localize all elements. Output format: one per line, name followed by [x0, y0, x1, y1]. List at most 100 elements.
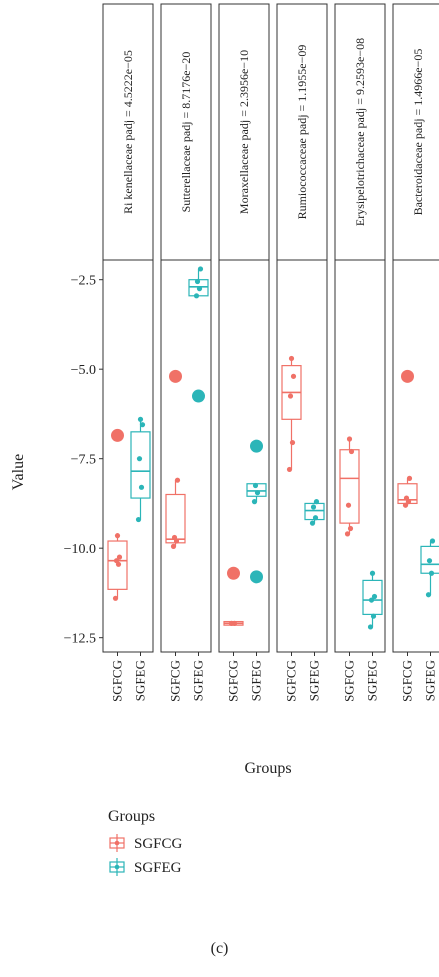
data-point — [174, 477, 181, 483]
figure-caption: (c) — [210, 940, 229, 957]
data-point — [369, 570, 376, 576]
data-point — [170, 543, 177, 549]
data-point — [231, 620, 238, 626]
y-tick-label: −2.5 — [71, 274, 96, 289]
data-point — [254, 490, 261, 496]
data-point — [288, 355, 295, 362]
x-tick-label: SGFEG — [191, 660, 206, 701]
x-tick-label: SGFEG — [307, 660, 322, 701]
data-point — [136, 456, 143, 462]
data-point — [310, 504, 317, 510]
panel-frame — [334, 259, 386, 653]
y-axis-label: Value — [10, 454, 27, 490]
data-point — [114, 533, 121, 539]
box-iqr — [130, 431, 151, 499]
panel-title: Ri kenellaceae padj = 4.5222e−05 — [121, 50, 135, 214]
data-point — [194, 278, 201, 285]
data-point — [403, 495, 410, 501]
data-point — [345, 502, 352, 508]
legend-label: SGFCG — [134, 836, 183, 852]
data-point — [286, 466, 293, 473]
outlier-point — [250, 439, 263, 453]
data-point — [402, 502, 409, 508]
box-sgfeg: SGFEG — [362, 570, 383, 701]
box-sgfcg: SGFCG — [107, 428, 128, 702]
panel-strip — [160, 3, 212, 261]
data-point — [112, 595, 119, 601]
box-sgfcg: SGFCG — [281, 355, 302, 702]
data-point — [371, 593, 378, 600]
panel-frame — [102, 259, 154, 653]
data-point — [406, 475, 413, 481]
x-tick-label: SGFCG — [226, 660, 241, 702]
data-point — [367, 624, 374, 630]
data-point — [368, 597, 375, 603]
y-tick-label: −7.5 — [71, 453, 96, 468]
data-point — [346, 436, 353, 442]
panel: Sutterellaceae padj = 8.7176e−20 SGFCG SGF… — [160, 3, 212, 702]
data-point — [193, 293, 200, 299]
panel-title: Bacteroidaceae padj = 1.4966e−05 — [411, 49, 425, 216]
data-point — [138, 484, 145, 490]
y-tick-label: −12.5 — [64, 632, 96, 647]
legend-label: SGFEG — [134, 860, 182, 876]
legend-title: Groups — [108, 808, 155, 825]
x-tick-label: SGFCG — [342, 660, 357, 702]
panels-layer: Ri kenellaceae padj = 4.5222e−05 SGFCG SGF… — [102, 3, 439, 702]
box-sgfeg: SGFEG — [304, 499, 325, 701]
data-point — [429, 538, 436, 544]
data-point — [197, 266, 204, 272]
panel-title: Sutterellaceae padj = 8.7176e−20 — [179, 52, 193, 213]
outlier-point — [227, 566, 240, 580]
panel-title: Rumiococcaceae padj = 1.1955e−09 — [295, 45, 309, 220]
panel-title: Moraxellaceae padj = 2.3956e−10 — [237, 50, 251, 214]
panel: Bacteroidaceae padj = 1.4966e−05 SGFCG SGF… — [392, 3, 439, 702]
x-tick-label: SGFCG — [400, 660, 415, 702]
y-axis: −2.5 −5.0 −7.5 −10.0 −12.5 — [64, 274, 103, 647]
panel-frame — [392, 259, 439, 653]
x-tick-label: SGFEG — [423, 660, 438, 701]
data-point — [428, 570, 435, 576]
data-point — [113, 558, 120, 564]
y-tick-label: −10.0 — [64, 542, 96, 557]
x-tick-label: SGFCG — [110, 660, 125, 702]
outlier-point — [169, 369, 182, 383]
data-point — [252, 482, 259, 489]
box-sgfcg: SGFCG — [339, 436, 360, 702]
box-iqr — [339, 449, 360, 524]
data-point — [426, 558, 433, 564]
panel-frame — [160, 259, 212, 653]
box-sgfcg: SGFCG — [165, 369, 186, 702]
legend-key-point — [114, 840, 120, 846]
y-tick-label: −5.0 — [71, 363, 96, 378]
panel: Erysipelotrichaceae padj = 9.2593e−08 SGF… — [334, 3, 386, 702]
data-point — [344, 531, 351, 537]
data-point — [135, 516, 142, 523]
data-point — [289, 439, 296, 446]
box-sgfeg: SGFEG — [420, 538, 439, 701]
legend-item-sgfcg: SGFCG — [109, 834, 183, 852]
outlier-point — [250, 570, 263, 584]
data-point — [309, 520, 316, 526]
box-sgfcg: SGFCG — [223, 566, 244, 702]
outlier-point — [401, 369, 414, 383]
x-tick-label: SGFEG — [365, 660, 380, 701]
x-tick-label: SGFCG — [284, 660, 299, 702]
legend-key-point — [114, 864, 120, 870]
panel-frame — [218, 259, 270, 653]
panel: Ri kenellaceae padj = 4.5222e−05 SGFCG SGF… — [102, 3, 154, 702]
data-point — [116, 554, 123, 560]
x-axis-label: Groups — [244, 760, 291, 777]
box-sgfcg: SGFCG — [397, 369, 418, 702]
legend: Groups SGFCG SGFEG — [108, 808, 183, 876]
data-point — [347, 525, 354, 532]
data-point — [251, 499, 258, 505]
box-sgfeg: SGFEG — [188, 266, 209, 701]
outlier-point — [111, 428, 124, 442]
box-sgfeg: SGFEG — [246, 439, 267, 701]
panel-title: Erysipelotrichaceae padj = 9.2593e−08 — [353, 38, 367, 226]
outlier-point — [192, 389, 205, 403]
data-point — [287, 393, 294, 399]
data-point — [196, 286, 203, 292]
